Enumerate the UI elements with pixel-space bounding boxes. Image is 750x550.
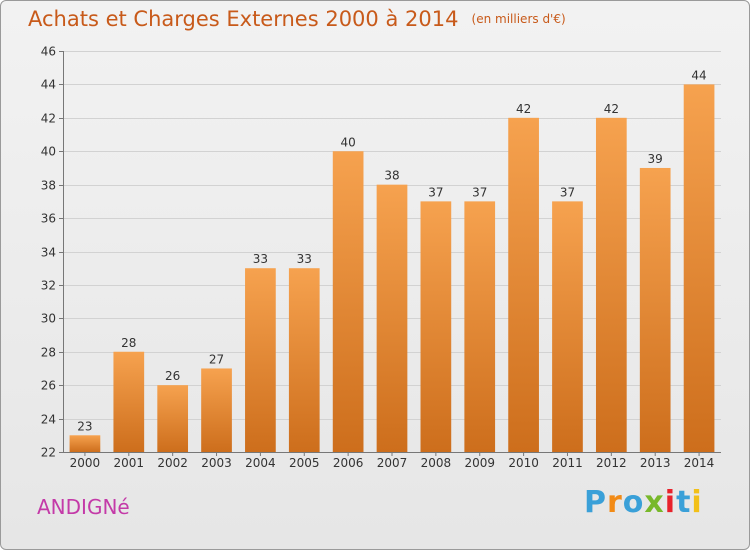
logo-letter: i [691,485,703,520]
axes [59,51,721,456]
y-tick-label: 36 [41,212,56,226]
bar [595,117,627,452]
y-tick-label: 38 [41,179,56,193]
bar [376,184,408,452]
data-label: 40 [340,135,355,149]
data-label: 33 [253,252,268,266]
logo-letter: i [664,485,677,520]
x-tick-label: 2011 [552,456,583,470]
bar [552,201,583,452]
bar [639,167,671,453]
bar [113,351,145,452]
y-tick-label: 32 [41,279,56,293]
x-tick-label: 2007 [377,456,408,470]
data-label: 33 [297,252,312,266]
data-label: 23 [77,419,92,433]
x-tick-label: 2001 [114,456,145,470]
data-label: 44 [691,68,706,82]
bar [69,435,101,452]
x-tick-label: 2013 [640,456,671,470]
bar [245,268,276,452]
y-tick-label: 22 [41,446,56,460]
x-tick-label: 2010 [508,456,539,470]
logo-letter: P [584,485,607,520]
x-tick-label: 2008 [421,456,452,470]
logo-letter: x [644,485,665,520]
y-tick-label: 24 [41,413,56,427]
chart-title-block: Achats et Charges Externes 2000 à 2014 (… [28,7,566,31]
bar [464,201,496,452]
labels: 22 24 26 28 30 32 34 36 38 40 42 44 46 23 2000 28 2001 26… [41,45,715,471]
bar [157,385,189,452]
y-tick-label: 40 [41,145,56,159]
y-tick-label: 46 [41,45,56,59]
bar [288,268,320,452]
data-label: 27 [209,352,224,366]
y-tick-label: 42 [41,112,56,126]
bar [332,151,364,452]
x-tick-label: 2014 [684,456,715,470]
data-label: 42 [516,102,531,116]
data-label: 28 [121,336,136,350]
chart-title: Achats et Charges Externes 2000 à 2014 [28,7,459,31]
x-tick-label: 2000 [70,456,101,470]
x-tick-label: 2002 [157,456,188,470]
data-label: 39 [648,152,663,166]
y-tick-label: 26 [41,379,56,393]
logo-letter: o [622,485,645,520]
y-tick-label: 28 [41,346,56,360]
bar [508,117,539,452]
x-tick-label: 2009 [464,456,495,470]
y-tick-label: 44 [41,78,56,92]
x-tick-label: 2003 [201,456,232,470]
bar [201,368,232,452]
x-tick-label: 2004 [245,456,276,470]
proxiti-logo[interactable]: Proxiti [584,485,703,520]
x-tick-label: 2006 [333,456,364,470]
commune-name: ANDIGNé [37,495,130,519]
data-label: 37 [428,185,443,199]
bar [683,84,715,453]
chart-unit: (en milliers d'€) [471,12,566,26]
x-tick-label: 2012 [596,456,627,470]
data-label: 37 [472,185,487,199]
logo-letter: r [607,485,623,520]
data-label: 38 [384,169,399,183]
data-label: 37 [560,185,575,199]
bars [69,84,715,453]
x-tick-label: 2005 [289,456,320,470]
logo-letter: t [676,485,692,520]
y-tick-label: 30 [41,312,56,326]
data-label: 42 [604,102,619,116]
y-tick-label: 34 [41,246,56,260]
data-label: 26 [165,369,180,383]
bar [420,201,452,452]
